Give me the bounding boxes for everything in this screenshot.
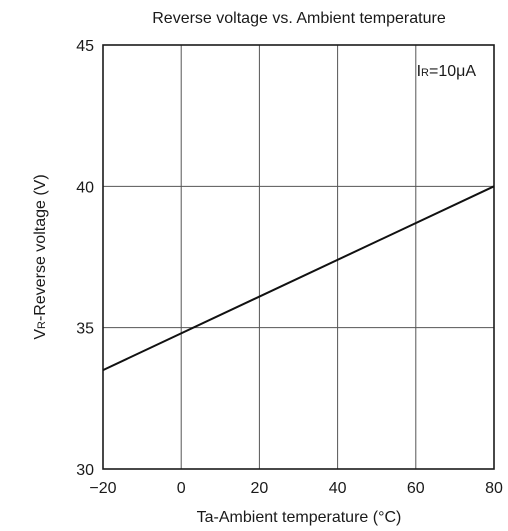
y-tick-label: 35 (76, 321, 94, 338)
x-tick-label: 60 (407, 480, 425, 497)
x-tick-label: 0 (177, 480, 186, 497)
y-axis-label: VR-Reverse voltage (V) (32, 174, 49, 339)
x-tick-label: 40 (329, 480, 347, 497)
grid (103, 45, 494, 469)
series-line (102, 185, 495, 372)
y-tick-labels: 30 35 40 45 (76, 38, 94, 479)
x-tick-label: 20 (251, 480, 269, 497)
y-tick-label: 30 (76, 462, 94, 479)
annotation-condition: IR=10μA (417, 63, 477, 80)
y-tick-label: 45 (76, 38, 94, 55)
x-tick-label: −20 (89, 480, 116, 497)
x-axis-label: Ta-Ambient temperature (°C) (197, 509, 402, 526)
x-tick-label: 80 (485, 480, 503, 497)
x-tick-labels: −20 0 20 40 60 80 (89, 480, 503, 497)
y-tick-label: 40 (76, 179, 94, 196)
series-lines (102, 185, 495, 372)
plot-frame (102, 44, 495, 470)
chart-title: Reverse voltage vs. Ambient temperature (152, 10, 446, 27)
